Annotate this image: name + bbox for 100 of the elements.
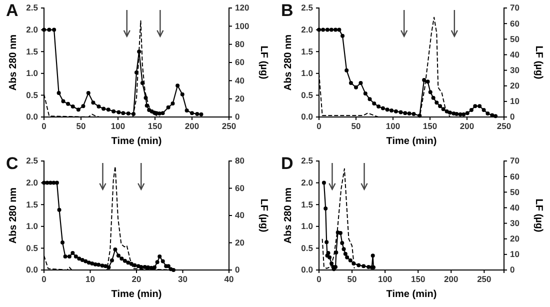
y2-tick-label: 80 xyxy=(235,39,245,50)
x-tick-label: 50 xyxy=(351,121,361,132)
x-tick-label: 100 xyxy=(386,121,400,132)
point xyxy=(486,112,490,116)
x-axis-title: Time (min) xyxy=(386,136,437,147)
point xyxy=(390,108,394,112)
point xyxy=(48,180,52,185)
point xyxy=(337,28,342,32)
point xyxy=(394,109,398,114)
y-tick-label: 1.0 xyxy=(26,68,38,78)
point xyxy=(180,92,184,96)
point xyxy=(324,206,328,211)
point xyxy=(340,240,344,245)
point xyxy=(348,258,352,262)
point xyxy=(139,264,144,269)
y2-axis-title: LF (µg) xyxy=(533,198,544,232)
point xyxy=(195,112,200,116)
point xyxy=(47,28,52,32)
x-tick-label: 50 xyxy=(76,121,86,132)
point xyxy=(104,264,108,268)
point xyxy=(358,80,363,85)
point xyxy=(110,258,114,262)
y2-tick-label: 70 xyxy=(510,156,520,166)
chart-title: A xyxy=(6,1,18,20)
point xyxy=(106,265,111,270)
point xyxy=(126,112,130,116)
y-tick-label: 2.5 xyxy=(301,156,314,166)
point xyxy=(81,104,86,108)
y-tick-label: 2.0 xyxy=(301,178,314,188)
point xyxy=(334,28,338,32)
point xyxy=(160,111,165,116)
x-tick-label: 100 xyxy=(110,121,126,132)
point xyxy=(60,240,64,245)
point xyxy=(132,263,137,268)
point xyxy=(190,111,194,116)
point xyxy=(376,104,381,109)
y-tick-label: 2.5 xyxy=(301,2,314,13)
y-axis-title: Abs 280 nm xyxy=(8,187,19,244)
point xyxy=(121,111,126,116)
y-tick-label: 1.0 xyxy=(301,68,314,78)
chart-title: B xyxy=(281,1,294,20)
y2-tick-label: 40 xyxy=(235,75,245,86)
point xyxy=(465,111,470,116)
y-tick-label: 1.5 xyxy=(301,199,314,210)
y-tick-label: 2.5 xyxy=(26,156,38,166)
point xyxy=(441,107,446,112)
point xyxy=(142,264,147,269)
point xyxy=(157,112,162,116)
point xyxy=(348,80,353,85)
point xyxy=(102,106,106,111)
point xyxy=(80,258,84,262)
point xyxy=(61,99,66,104)
y2-tick-label: 70 xyxy=(510,2,520,13)
point xyxy=(338,230,342,235)
point xyxy=(462,112,466,116)
point xyxy=(63,254,68,258)
y2-tick-label: 20 xyxy=(235,94,245,104)
point xyxy=(93,262,98,266)
y2-tick-label: 120 xyxy=(235,2,250,13)
y-tick-label: 2.0 xyxy=(301,24,314,35)
x-tick-label: 200 xyxy=(184,121,200,132)
x-tick-label: 50 xyxy=(347,274,358,284)
y2-tick-label: 50 xyxy=(510,34,520,44)
point xyxy=(448,110,452,115)
y-tick-label: 0.0 xyxy=(301,112,314,122)
point xyxy=(106,108,110,112)
point xyxy=(57,208,62,212)
point xyxy=(482,108,486,112)
point xyxy=(86,91,90,96)
x-tick-label: 200 xyxy=(444,274,459,284)
point xyxy=(398,110,403,114)
point xyxy=(91,100,96,105)
point xyxy=(329,28,334,32)
y2-tick-label: 30 xyxy=(510,65,520,76)
point xyxy=(324,240,329,244)
point xyxy=(74,254,78,258)
y2-tick-label: 60 xyxy=(235,182,245,193)
point xyxy=(52,28,56,32)
point xyxy=(170,101,175,106)
x-axis-title: Time (min) xyxy=(111,289,162,300)
point xyxy=(422,78,426,82)
point xyxy=(137,50,142,54)
y-axis-title: Abs 280 nm xyxy=(283,34,294,91)
point xyxy=(90,261,94,266)
point xyxy=(458,112,462,116)
point xyxy=(126,260,130,265)
y-tick-label: 0.5 xyxy=(301,90,314,100)
y2-tick-label: 20 xyxy=(235,237,245,248)
point xyxy=(469,108,474,112)
chart-title: C xyxy=(6,154,18,173)
point xyxy=(184,108,189,112)
point xyxy=(368,97,372,102)
point xyxy=(344,68,349,72)
point xyxy=(342,247,346,252)
x-tick-label: 0 xyxy=(42,121,47,132)
y2-tick-label: 60 xyxy=(510,171,520,182)
point xyxy=(144,104,149,108)
point xyxy=(122,258,127,263)
point xyxy=(67,254,72,258)
y2-tick-label: 40 xyxy=(510,202,520,212)
